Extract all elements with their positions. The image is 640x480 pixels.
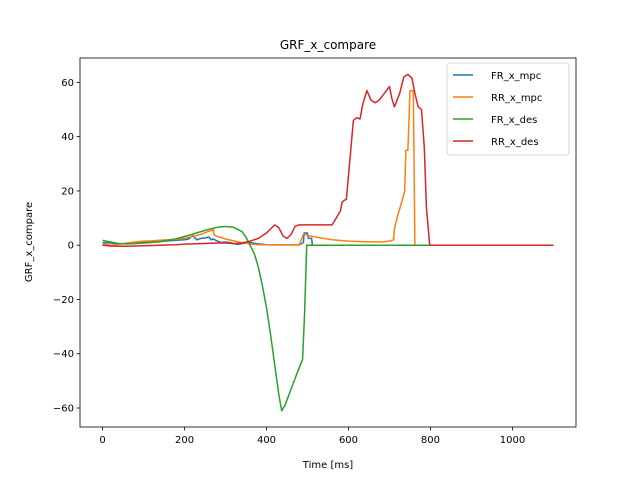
y-tick-label: −40 [53, 349, 74, 360]
chart-title: GRF_x_compare [280, 38, 376, 52]
y-tick-label: 20 [61, 186, 74, 197]
y-tick-label: 0 [68, 241, 74, 252]
x-tick-label: 200 [175, 435, 194, 446]
axis-ticks: 0 200 400 600 800 1000 −60 −40 −20 0 20 40 60 [53, 78, 525, 446]
legend-label: RR_x_mpc [491, 93, 542, 104]
legend-label: RR_x_des [491, 137, 539, 148]
x-tick-label: 0 [99, 435, 105, 446]
legend: FR_x_mpc RR_x_mpc FR_x_des RR_x_des [446, 62, 570, 156]
y-tick-label: 40 [61, 132, 74, 143]
x-tick-label: 800 [421, 435, 440, 446]
x-tick-label: 600 [339, 435, 358, 446]
legend-frame [446, 62, 570, 156]
axes-frame [79, 57, 577, 428]
series-line-rr-x-des [102, 73, 554, 248]
x-tick-label: 1000 [500, 435, 525, 446]
y-tick-label: 60 [61, 78, 74, 89]
series-line-fr-x-des [102, 225, 554, 412]
plot-area [102, 73, 554, 412]
y-tick-label: −60 [53, 404, 74, 415]
legend-label: FR_x_mpc [491, 71, 541, 82]
x-tick-label: 400 [257, 435, 276, 446]
y-tick-label: −20 [53, 295, 74, 306]
x-axis-label: Time [ms] [302, 460, 354, 471]
y-axis-label: GRF_x_compare [24, 202, 35, 282]
legend-label: FR_x_des [491, 115, 537, 126]
